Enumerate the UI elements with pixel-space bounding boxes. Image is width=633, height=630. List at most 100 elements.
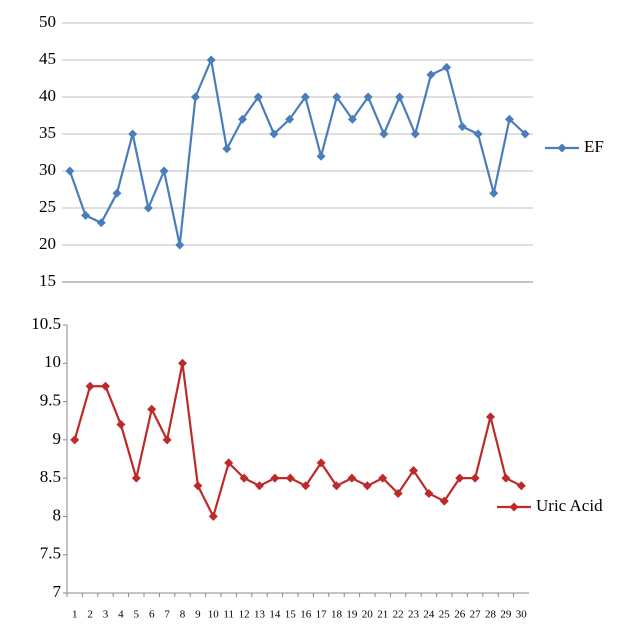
x-tick-label: 14 [269, 609, 281, 621]
y-tick-label: 7 [53, 582, 62, 601]
marker [489, 188, 499, 198]
y-tick-label: 8 [53, 505, 62, 524]
x-tick-label: 26 [454, 609, 466, 621]
x-tick-label: 27 [470, 609, 482, 621]
x-tick-label: 1 [72, 609, 78, 621]
marker [442, 62, 452, 72]
x-tick-label: 20 [362, 609, 374, 621]
marker [285, 473, 295, 483]
marker [316, 458, 326, 468]
y-tick-label: 7.5 [40, 544, 61, 563]
x-tick-label: 16 [300, 609, 312, 621]
x-tick-label: 3 [103, 609, 109, 621]
marker [70, 435, 80, 445]
y-tick-label: 35 [39, 123, 56, 142]
y-tick-label: 30 [39, 160, 56, 179]
x-tick-label: 6 [149, 609, 155, 621]
y-tick-label: 15 [39, 271, 56, 290]
marker [224, 458, 234, 468]
marker [101, 381, 110, 391]
marker [504, 114, 514, 124]
legend-label: EF [584, 137, 604, 156]
marker [269, 129, 279, 139]
marker [516, 481, 526, 491]
marker [175, 240, 185, 250]
marker [395, 92, 405, 102]
series-line [73, 363, 522, 520]
y-tick-label: 8.5 [40, 467, 61, 486]
x-tick-label: 17 [316, 609, 328, 621]
marker [347, 114, 357, 124]
x-tick-label: 28 [485, 609, 497, 621]
x-tick-label: 18 [331, 609, 343, 621]
x-tick-label: 23 [408, 609, 420, 621]
marker [378, 473, 388, 483]
marker [285, 114, 295, 124]
x-tick-label: 25 [439, 609, 451, 621]
marker [332, 92, 342, 102]
y-tick-label: 50 [39, 12, 56, 31]
marker [255, 481, 264, 491]
marker [65, 166, 75, 176]
marker [457, 122, 467, 132]
marker [410, 129, 420, 139]
x-tick-label: 15 [285, 609, 297, 621]
marker [362, 481, 372, 491]
x-tick-label: 22 [393, 609, 404, 621]
marker [379, 129, 389, 139]
y-tick-label: 10.5 [31, 314, 61, 333]
x-tick-label: 19 [346, 609, 358, 621]
marker [270, 473, 280, 483]
y-tick-label: 10 [44, 352, 61, 371]
x-tick-label: 5 [134, 609, 140, 621]
marker [239, 473, 249, 483]
marker [424, 488, 434, 498]
series-line [68, 56, 526, 246]
marker [178, 358, 187, 368]
y-tick-label: 40 [39, 86, 56, 105]
marker [455, 473, 465, 483]
marker [486, 412, 495, 422]
marker [426, 70, 436, 80]
legend-label: Uric Acid [536, 496, 603, 515]
x-tick-label: 12 [239, 609, 250, 621]
marker [162, 435, 172, 445]
marker [112, 188, 122, 198]
y-tick-label: 25 [39, 197, 56, 216]
marker [222, 144, 232, 154]
marker [473, 129, 483, 139]
legend-marker [509, 502, 519, 512]
marker [300, 92, 310, 102]
marker [190, 92, 200, 102]
marker [81, 210, 91, 220]
x-tick-label: 11 [223, 609, 234, 621]
marker [501, 473, 511, 483]
marker [238, 114, 248, 124]
x-tick-label: 29 [500, 609, 512, 621]
marker [316, 151, 326, 161]
marker [347, 473, 357, 483]
marker [159, 166, 169, 176]
x-tick-label: 4 [118, 609, 124, 621]
x-tick-label: 21 [377, 609, 388, 621]
marker [193, 481, 203, 491]
y-tick-label: 45 [39, 49, 56, 68]
marker [143, 203, 153, 213]
x-tick-label: 10 [208, 609, 220, 621]
marker [131, 473, 141, 483]
legend-marker [557, 143, 567, 153]
x-tick-label: 30 [516, 609, 528, 621]
x-tick-label: 8 [180, 609, 186, 621]
x-tick-label: 24 [423, 609, 435, 621]
marker [85, 381, 95, 391]
marker [520, 129, 530, 139]
y-tick-label: 9.5 [40, 390, 61, 409]
marker [332, 481, 341, 491]
marker [206, 55, 216, 65]
x-tick-label: 9 [195, 609, 201, 621]
marker [301, 481, 311, 491]
marker [439, 496, 449, 506]
x-tick-label: 13 [254, 609, 266, 621]
marker [253, 92, 263, 102]
y-tick-label: 9 [53, 429, 62, 448]
